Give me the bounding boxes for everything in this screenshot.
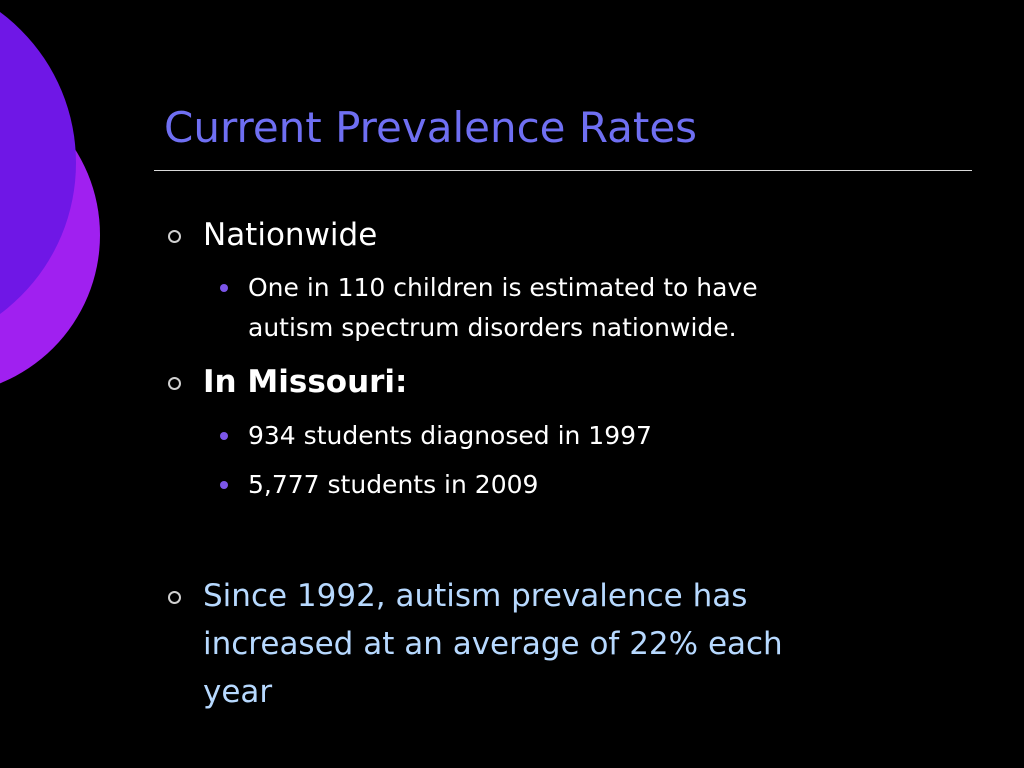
bullet-growth-line1: Since 1992, autism prevalence has xyxy=(203,578,748,614)
sub-bullet-nationwide-line2: autism spectrum disorders nationwide. xyxy=(248,313,737,342)
bullet-growth-line2: increased at an average of 22% each xyxy=(203,626,783,662)
ring-bullet-icon xyxy=(168,230,181,243)
bullet-nationwide: Nationwide xyxy=(203,217,378,253)
sub-bullet-nationwide-line1: One in 110 children is estimated to have xyxy=(248,273,758,302)
sub-bullet-missouri-2009: 5,777 students in 2009 xyxy=(248,470,539,499)
title-divider xyxy=(154,170,972,171)
dot-bullet-icon xyxy=(220,284,228,292)
sub-bullet-missouri-1997: 934 students diagnosed in 1997 xyxy=(248,421,652,450)
bullet-growth: Since 1992, autism prevalence has increa… xyxy=(203,572,923,716)
ring-bullet-icon xyxy=(168,591,181,604)
slide-title: Current Prevalence Rates xyxy=(164,103,698,152)
dot-bullet-icon xyxy=(220,432,228,440)
dot-bullet-icon xyxy=(220,481,228,489)
bullet-growth-line3: year xyxy=(203,674,273,710)
ring-bullet-icon xyxy=(168,377,181,390)
bullet-missouri: In Missouri: xyxy=(203,364,408,400)
